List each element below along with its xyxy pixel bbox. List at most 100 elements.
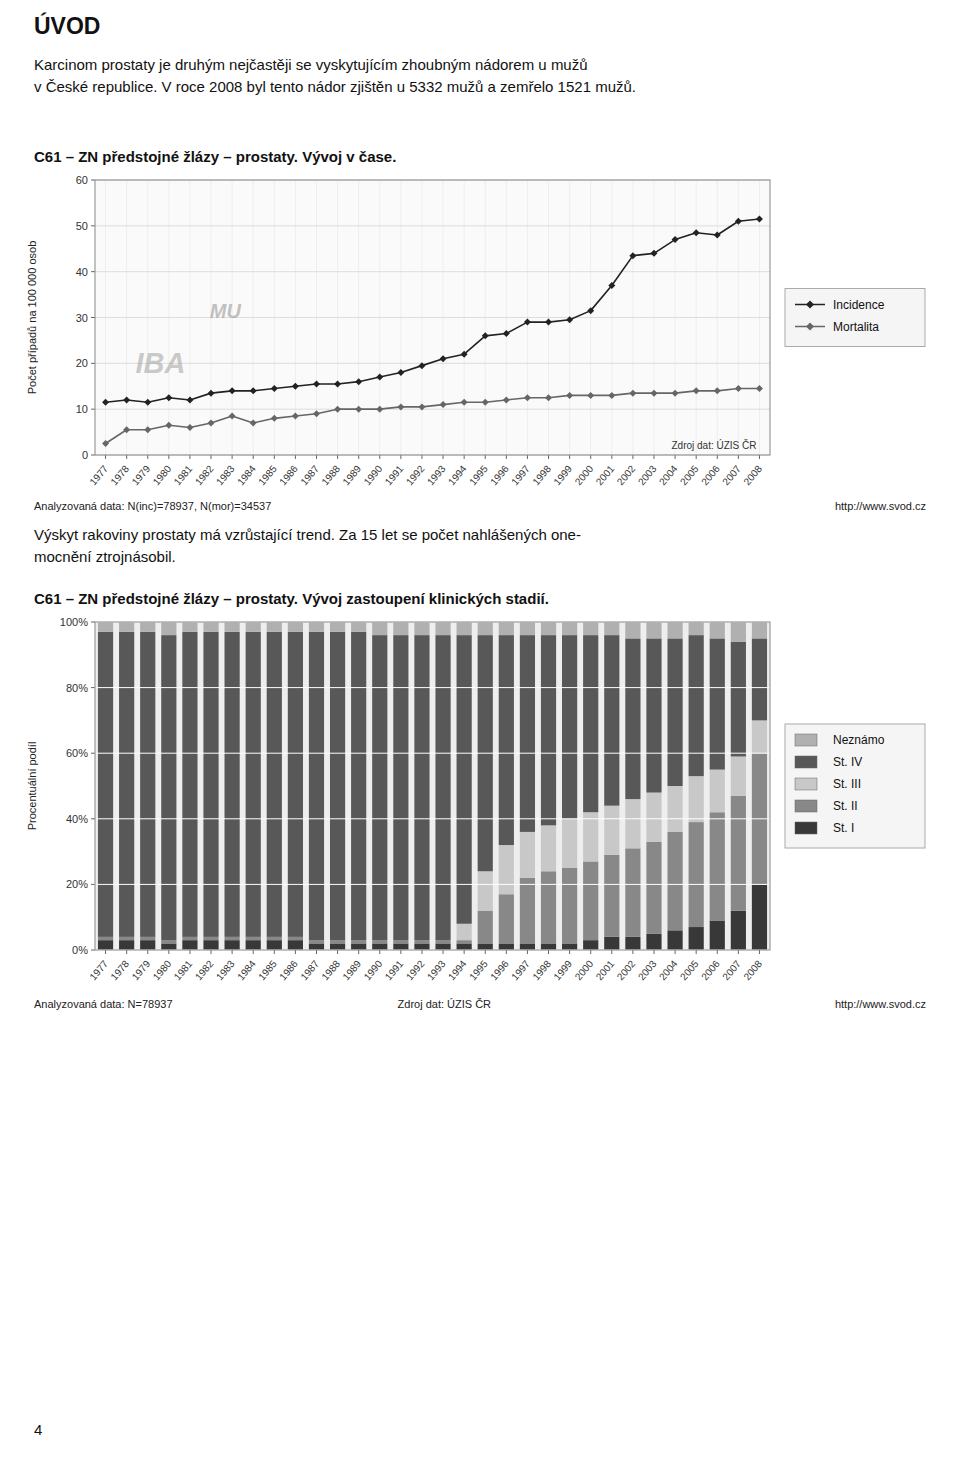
bar-segment (646, 622, 661, 638)
x-tick (738, 455, 739, 459)
bar-segment (98, 940, 113, 950)
x-tick (316, 455, 317, 459)
bar-segment (414, 943, 429, 950)
footer: http://www.svod.cz (835, 500, 926, 512)
x-tick (147, 455, 148, 459)
x-tick (168, 455, 169, 459)
y-tick (91, 950, 95, 951)
x-tick-label: 1992 (404, 463, 427, 487)
bar-segment (393, 635, 408, 940)
x-tick (590, 455, 591, 459)
x-tick-label: 2000 (573, 958, 596, 982)
bar-segment (478, 622, 493, 635)
x-tick (569, 950, 570, 954)
bar-segment (435, 943, 450, 950)
bar-segment (246, 937, 261, 940)
texts: C61 – ZN předstojné žlázy – prostaty. Vý… (34, 590, 926, 1010)
plot-frame (95, 622, 770, 950)
x-tick (675, 950, 676, 954)
bar-segment (435, 940, 450, 943)
x-tick-label: 1980 (151, 463, 174, 487)
bar-segment (562, 635, 577, 819)
marker (271, 415, 278, 422)
x-tick (211, 455, 212, 459)
x-tick-label: 1978 (108, 958, 131, 982)
y-tick (91, 818, 95, 819)
x-tick-label: 1991 (383, 463, 406, 487)
bar-segment (520, 622, 535, 635)
x-tick-label: 1994 (446, 463, 469, 487)
bar-segment (541, 635, 556, 825)
x-tick-label: 1989 (340, 958, 363, 982)
marker (566, 392, 573, 399)
watermark: IBA (136, 347, 186, 379)
x-tick-label: 1986 (277, 463, 300, 487)
x-tick-label: 2008 (741, 463, 764, 487)
y-tick (91, 271, 95, 272)
bar-segment (119, 632, 134, 937)
axes: 1977197819791980198119821983198419851986… (26, 174, 770, 487)
series-line (106, 219, 760, 402)
bar-segment (414, 940, 429, 943)
x-tick (696, 950, 697, 954)
legend-label: St. II (833, 799, 858, 813)
y-tick (91, 687, 95, 688)
x-tick (358, 950, 359, 954)
plot-background (95, 622, 770, 950)
bar-segment (646, 934, 661, 950)
y-tick (91, 409, 95, 410)
x-tick-label: 2004 (657, 958, 680, 982)
x-tick-label: 1987 (298, 463, 321, 487)
x-tick (696, 455, 697, 459)
marker (165, 422, 172, 429)
x-tick (295, 455, 296, 459)
y-tick-label: 60 (76, 174, 88, 186)
page-number: 4 (34, 1421, 42, 1438)
x-tick-label: 1978 (108, 463, 131, 487)
bar-segment (267, 940, 282, 950)
bar-segment (499, 622, 514, 635)
marker (714, 387, 721, 394)
marker (376, 406, 383, 413)
bar-segment (604, 622, 619, 635)
x-tick (421, 950, 422, 954)
bar-segment (625, 799, 640, 848)
y-tick-label: 10 (76, 403, 88, 415)
x-tick-label: 2001 (594, 958, 617, 982)
grid-line (95, 409, 770, 410)
x-tick (485, 455, 486, 459)
bar-segment (372, 635, 387, 940)
marker (144, 399, 151, 406)
bar-segment (182, 622, 197, 632)
x-tick-label: 2005 (678, 958, 701, 982)
marker (397, 369, 404, 376)
x-tick (548, 455, 549, 459)
bar-segment (646, 793, 661, 842)
footer: Analyzovaná data: N=78937 (34, 998, 173, 1010)
marker (672, 390, 679, 397)
texts: C61 – ZN předstojné žlázy – prostaty. Vý… (34, 148, 926, 512)
grid-line (95, 818, 770, 819)
chart-title: C61 – ZN předstojné žlázy – prostaty. Vý… (34, 148, 396, 165)
marker (313, 410, 320, 417)
y-tick-label: 40 (76, 266, 88, 278)
marker (229, 387, 236, 394)
bar-segment (267, 622, 282, 632)
y-tick-label: 100% (60, 616, 88, 628)
x-tick (253, 950, 254, 954)
bar-segment (604, 806, 619, 855)
bar-segment (161, 940, 176, 943)
marker (440, 401, 447, 408)
x-tick-label: 1990 (362, 958, 385, 982)
grid-line (95, 753, 770, 754)
x-tick (717, 455, 718, 459)
x-tick (653, 950, 654, 954)
x-tick-label: 1982 (193, 463, 216, 487)
marker (714, 232, 721, 239)
grid-line (95, 271, 770, 272)
watermark: MU (210, 300, 242, 322)
bar-segment (731, 756, 746, 795)
bar-segment (689, 635, 704, 776)
bar-segment (583, 812, 598, 861)
marker (629, 390, 636, 397)
